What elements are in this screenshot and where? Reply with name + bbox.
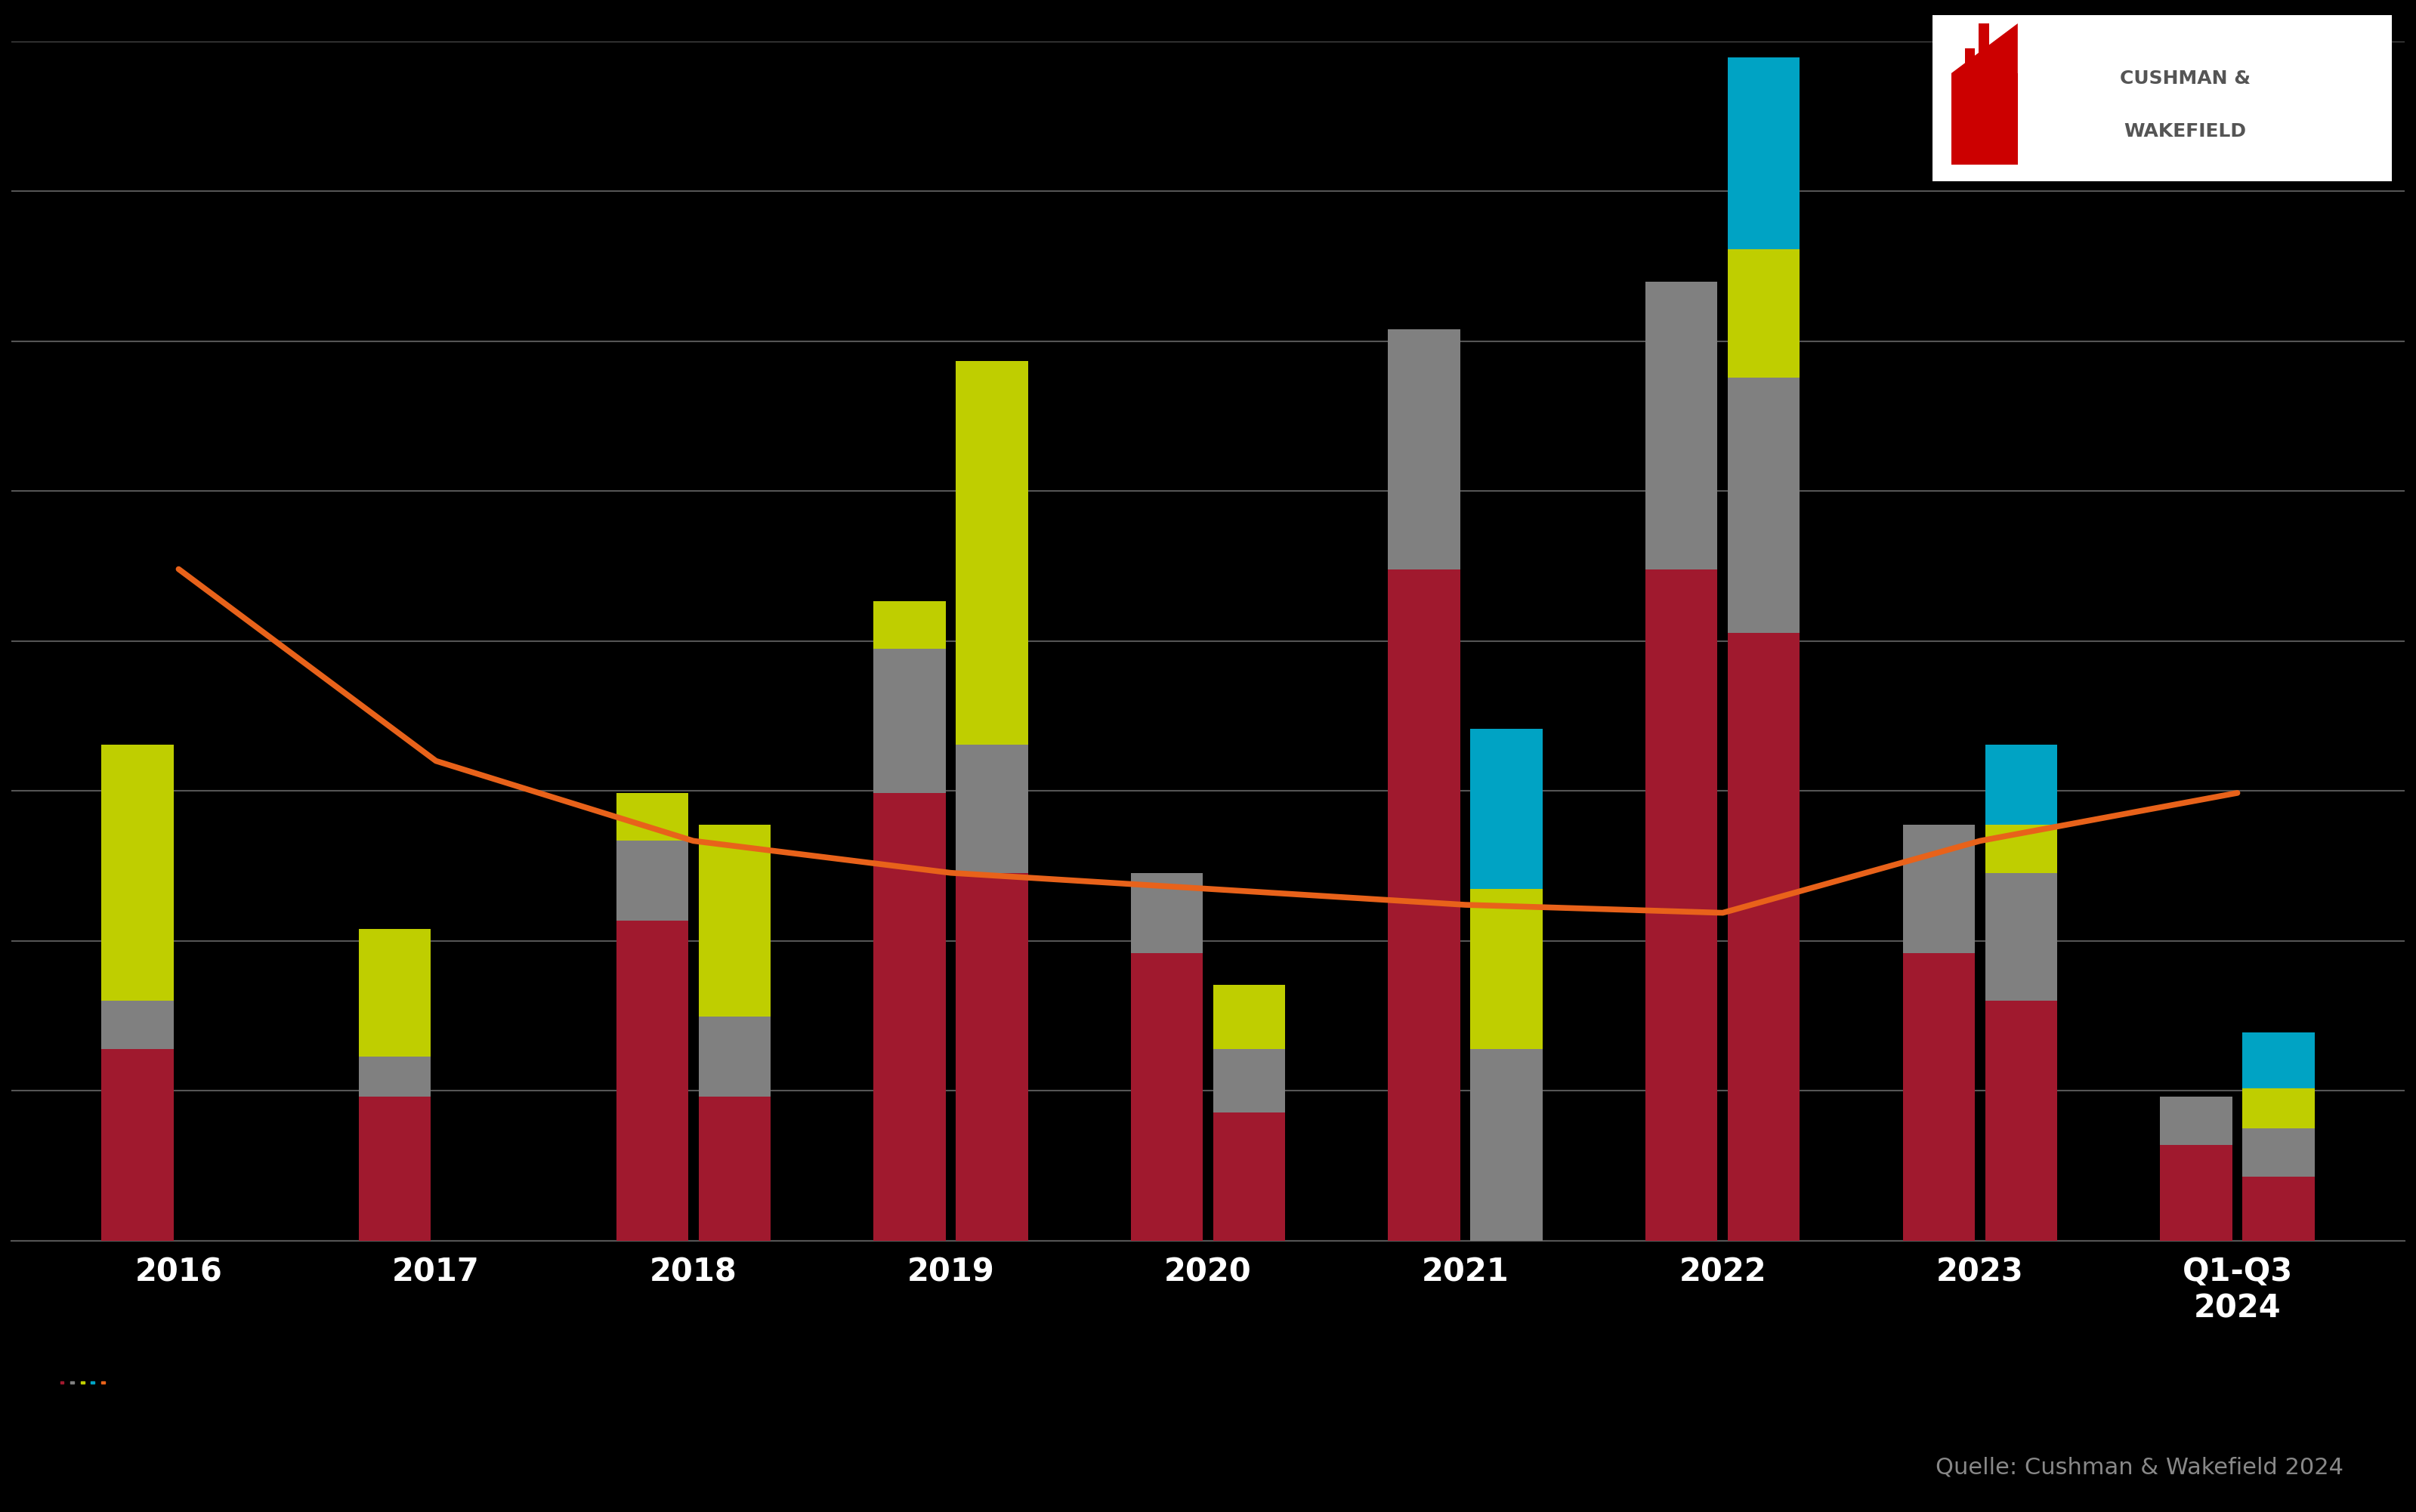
Bar <box>1213 1113 1285 1240</box>
Bar <box>1904 953 1974 1240</box>
Bar <box>1986 745 2058 826</box>
Bar <box>957 361 1027 745</box>
Bar <box>616 921 689 1240</box>
Bar <box>698 1016 771 1096</box>
Bar <box>1389 569 1459 1240</box>
Bar <box>875 649 945 792</box>
Bar <box>1986 872 2058 1001</box>
Legend: , , , , : , , , , <box>60 1382 106 1383</box>
Bar <box>2160 1096 2232 1145</box>
Bar <box>1471 729 1541 889</box>
Bar <box>2160 1145 2232 1240</box>
Bar <box>1952 73 2017 165</box>
Bar <box>698 826 771 1016</box>
Text: Quelle: Cushman & Wakefield 2024: Quelle: Cushman & Wakefield 2024 <box>1935 1458 2344 1479</box>
Bar <box>1986 1001 2058 1240</box>
Bar <box>1904 826 1974 953</box>
Bar <box>616 841 689 921</box>
Bar <box>2242 1089 2315 1128</box>
Bar <box>1952 73 1962 165</box>
Bar <box>101 745 174 1001</box>
Bar <box>1471 889 1541 1049</box>
Text: CUSHMAN &: CUSHMAN & <box>2119 70 2252 88</box>
Bar <box>616 792 689 841</box>
Bar <box>1213 1049 1285 1113</box>
Polygon shape <box>1952 23 2017 73</box>
Bar <box>957 872 1027 1240</box>
Bar <box>1986 826 2058 872</box>
Bar <box>1389 330 1459 569</box>
Bar <box>1727 57 1800 249</box>
Bar <box>2242 1033 2315 1089</box>
Bar <box>101 1049 174 1240</box>
Bar <box>1964 48 1974 165</box>
Bar <box>1213 984 1285 1049</box>
Bar <box>358 1096 430 1240</box>
Bar <box>1131 953 1203 1240</box>
Bar <box>1645 281 1718 569</box>
Bar <box>1645 569 1718 1240</box>
Bar <box>1131 872 1203 953</box>
Bar <box>1979 23 1988 165</box>
Bar <box>2005 91 2017 165</box>
Text: WAKEFIELD: WAKEFIELD <box>2124 122 2247 141</box>
Bar <box>957 745 1027 872</box>
Bar <box>1471 1049 1541 1240</box>
Bar <box>875 792 945 1240</box>
Bar <box>1993 56 2003 165</box>
Bar <box>2242 1128 2315 1176</box>
Bar <box>1727 378 1800 634</box>
Bar <box>358 1057 430 1096</box>
Bar <box>101 1001 174 1049</box>
Bar <box>358 928 430 1057</box>
Bar <box>698 1096 771 1240</box>
Bar <box>1727 634 1800 1240</box>
Bar <box>1727 249 1800 378</box>
Bar <box>2242 1176 2315 1240</box>
Bar <box>875 602 945 649</box>
